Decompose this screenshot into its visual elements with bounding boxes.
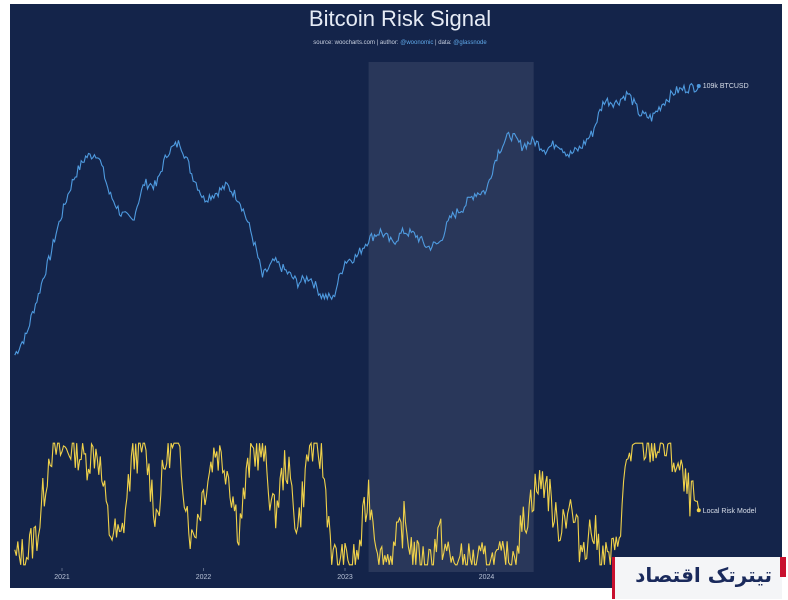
series-labels: 109k BTCUSD Local Risk Model bbox=[703, 83, 757, 515]
chart-title: Bitcoin Risk Signal bbox=[309, 6, 491, 31]
data-value: @glassnode bbox=[453, 40, 487, 46]
risk-series-layer bbox=[14, 441, 701, 566]
x-axis: 2021 2022 2023 2024 bbox=[54, 568, 494, 581]
source-value: woocharts.com bbox=[334, 40, 375, 46]
risk-model-label: Local Risk Model bbox=[703, 508, 757, 515]
x-tick-label: 2024 bbox=[479, 574, 495, 581]
chart-panel bbox=[10, 4, 782, 588]
btc-price-label: 109k BTCUSD bbox=[703, 83, 749, 90]
chart-subtitle: source: woocharts.com | author: @woonomi… bbox=[313, 40, 487, 46]
risk-model-line bbox=[14, 441, 700, 566]
x-tick-label: 2023 bbox=[337, 574, 353, 581]
watermark-logo: تیترتک اقتصاد bbox=[612, 557, 786, 599]
btc-price-endpoint bbox=[696, 84, 701, 88]
source-label: source: bbox=[313, 40, 333, 46]
author-value: @woonomic bbox=[400, 40, 433, 46]
x-tick-label: 2021 bbox=[54, 574, 70, 581]
price-series-layer bbox=[14, 82, 701, 356]
risk-model-endpoint bbox=[696, 508, 701, 513]
btc-price-line bbox=[14, 82, 700, 356]
x-tick-label: 2022 bbox=[196, 574, 212, 581]
author-label: | author: bbox=[377, 40, 399, 46]
data-label: | data: bbox=[435, 40, 452, 46]
watermark-accent bbox=[780, 557, 786, 577]
highlight-layer bbox=[368, 62, 534, 572]
highlight-band bbox=[368, 62, 534, 572]
watermark-text: تیترتک اقتصاد bbox=[635, 563, 772, 587]
